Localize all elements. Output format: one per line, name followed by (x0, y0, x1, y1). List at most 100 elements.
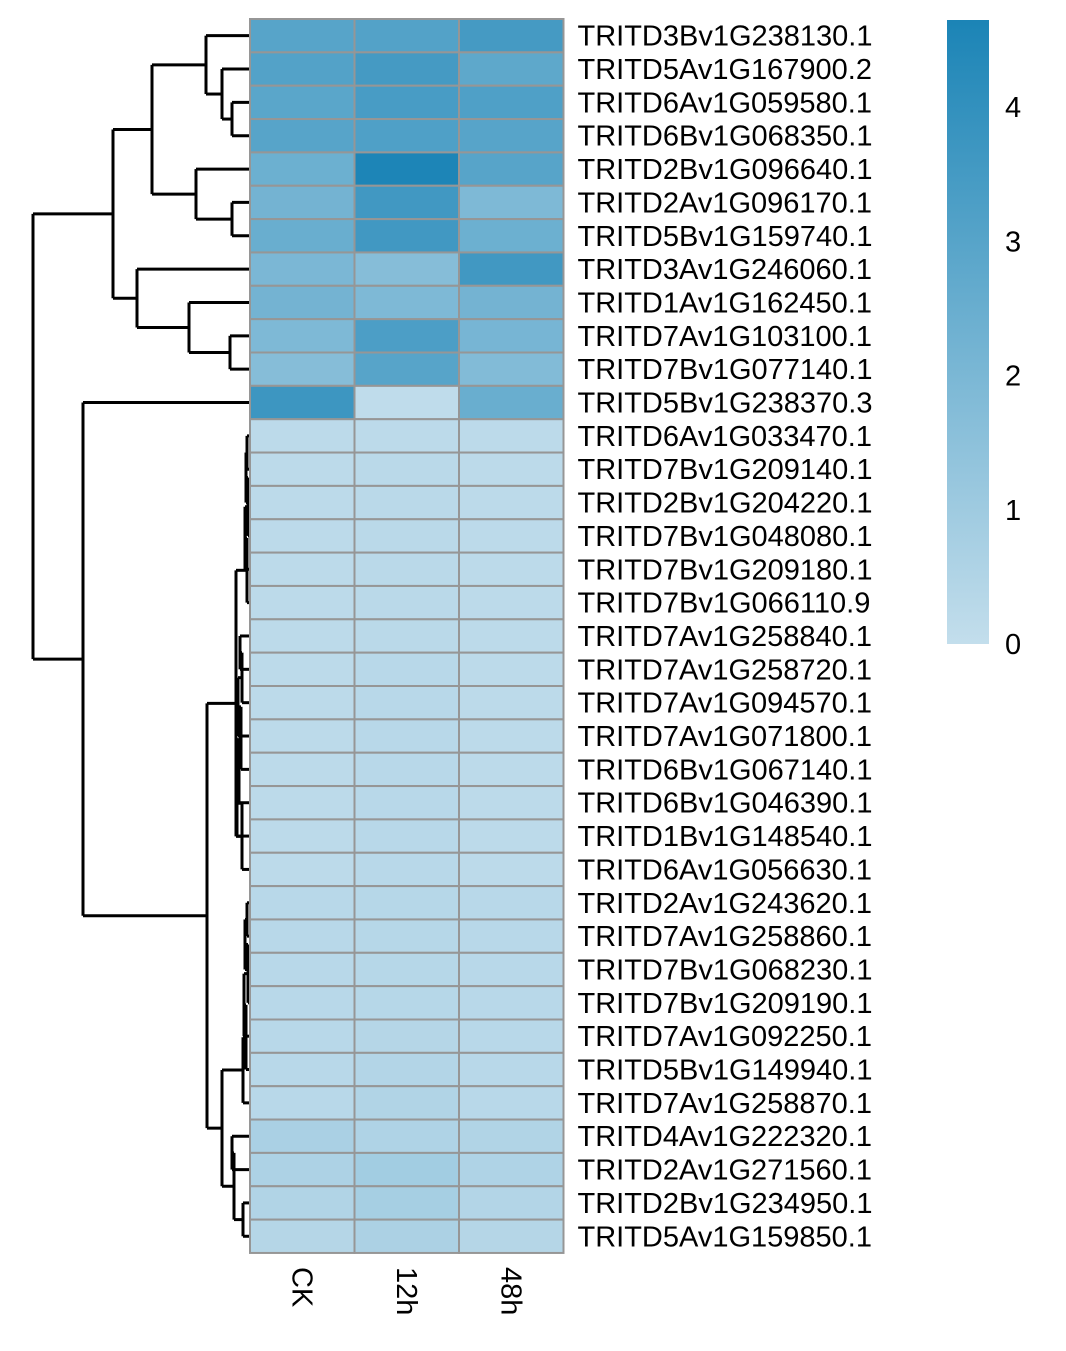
heatmap-cells (249, 18, 565, 1254)
heatmap-cell (249, 151, 356, 187)
heatmap-cell (353, 751, 460, 788)
heatmap-cell (458, 418, 565, 454)
row-label: TRITD1Bv1G148540.1 (578, 821, 873, 853)
heatmap-cell (353, 584, 460, 621)
row-label: TRITD7Bv1G066110.9 (578, 588, 871, 620)
heatmap-cell (353, 1218, 460, 1254)
heatmap-cell (458, 451, 565, 487)
heatmap-cell (249, 1151, 356, 1188)
heatmap-cell (458, 1018, 565, 1054)
heatmap-cell (458, 1118, 565, 1154)
heatmap-cell (249, 284, 356, 321)
row-label: TRITD7Av1G094570.1 (578, 688, 872, 720)
legend-tick-label: 4 (1005, 92, 1021, 124)
row-label: TRITD5Av1G159850.1 (578, 1221, 872, 1253)
heatmap-cell (249, 518, 356, 554)
heatmap-cell (458, 685, 565, 721)
row-label: TRITD7Bv1G077140.1 (578, 354, 873, 386)
heatmap-cell (353, 685, 460, 721)
heatmap-cell (353, 851, 460, 888)
heatmap-cell (249, 751, 356, 788)
heatmap-cell (353, 251, 460, 287)
heatmap-cell (249, 318, 356, 354)
column-labels: CK 12h 48h (285, 1267, 526, 1315)
heatmap-cell (458, 384, 565, 421)
heatmap-cell (353, 484, 460, 521)
row-label: TRITD2Av1G243620.1 (578, 888, 872, 920)
heatmap-cell (458, 318, 565, 354)
row-label: TRITD7Av1G258840.1 (578, 621, 872, 653)
row-label: TRITD7Av1G258870.1 (578, 1088, 872, 1120)
row-label: TRITD7Av1G092250.1 (578, 1021, 872, 1053)
heatmap-cell (249, 51, 356, 87)
row-label: TRITD7Av1G258720.1 (578, 654, 872, 686)
heatmap-cell (458, 84, 565, 121)
heatmap-cell (249, 1085, 356, 1121)
heatmap-cell (458, 518, 565, 554)
heatmap-cell (458, 184, 565, 221)
heatmap-cell (249, 685, 356, 721)
row-label: TRITD7Av1G103100.1 (578, 321, 872, 353)
row-label: TRITD7Bv1G209140.1 (578, 454, 873, 486)
heatmap-cell (353, 351, 460, 387)
heatmap-cell (458, 985, 565, 1021)
heatmap-cell (353, 618, 460, 654)
heatmap-cell (353, 218, 460, 254)
heatmap-cell (353, 151, 460, 187)
heatmap-cell (249, 718, 356, 754)
heatmap-cell (458, 851, 565, 888)
heatmap-cell (249, 785, 356, 821)
heatmap-cell (249, 851, 356, 888)
heatmap-cell (353, 1151, 460, 1188)
heatmap-cell (249, 951, 356, 988)
heatmap-cell (353, 184, 460, 221)
heatmap-cell (249, 985, 356, 1021)
heatmap-cell (353, 1018, 460, 1054)
heatmap-cell (249, 1185, 356, 1221)
heatmap-cell (249, 885, 356, 921)
heatmap-cell (249, 618, 356, 654)
row-label: TRITD6Bv1G046390.1 (578, 788, 873, 820)
heatmap-cell (353, 118, 460, 154)
row-label: TRITD2Bv1G204220.1 (578, 488, 873, 520)
row-label: TRITD7Bv1G068230.1 (578, 954, 873, 986)
legend-tick-label: 2 (1005, 361, 1021, 393)
row-label: TRITD5Av1G167900.2 (578, 54, 872, 86)
heatmap-cell (249, 18, 356, 54)
heatmap-cell (458, 251, 565, 287)
heatmap-cell (458, 51, 565, 87)
heatmap-cell (249, 451, 356, 487)
heatmap-cell (249, 818, 356, 854)
heatmap-cell (458, 651, 565, 688)
heatmap-cell (458, 918, 565, 954)
heatmap-cell (458, 818, 565, 854)
heatmap-cell (458, 951, 565, 988)
heatmap-cell (458, 284, 565, 321)
heatmap-cell (458, 885, 565, 921)
heatmap-cell (249, 218, 356, 254)
heatmap-cell (249, 1218, 356, 1254)
heatmap-cell (353, 318, 460, 354)
row-label: TRITD5Bv1G159740.1 (578, 221, 873, 253)
row-label: TRITD6Av1G056630.1 (578, 854, 872, 886)
heatmap-cell (458, 785, 565, 821)
legend-tick-label: 1 (1005, 495, 1021, 527)
row-dendrogram (31, 34, 250, 1238)
heatmap-cell (249, 351, 356, 387)
heatmap-cell (353, 551, 460, 587)
legend-tick-label: 0 (1005, 629, 1021, 661)
row-label: TRITD7Bv1G048080.1 (578, 521, 873, 553)
row-label: TRITD7Bv1G209190.1 (578, 988, 873, 1020)
heatmap-cell (353, 18, 460, 54)
color-legend-ticks: 0 1 2 3 4 (1005, 92, 1021, 661)
heatmap-cell (249, 384, 356, 421)
heatmap-cell (353, 84, 460, 121)
heatmap-cell (353, 1118, 460, 1154)
heatmap-cell (458, 18, 565, 54)
heatmap-cell (353, 384, 460, 421)
heatmap-cell (458, 551, 565, 587)
heatmap-cell (249, 84, 356, 121)
heatmap-cell (458, 618, 565, 654)
heatmap-cell (458, 151, 565, 187)
